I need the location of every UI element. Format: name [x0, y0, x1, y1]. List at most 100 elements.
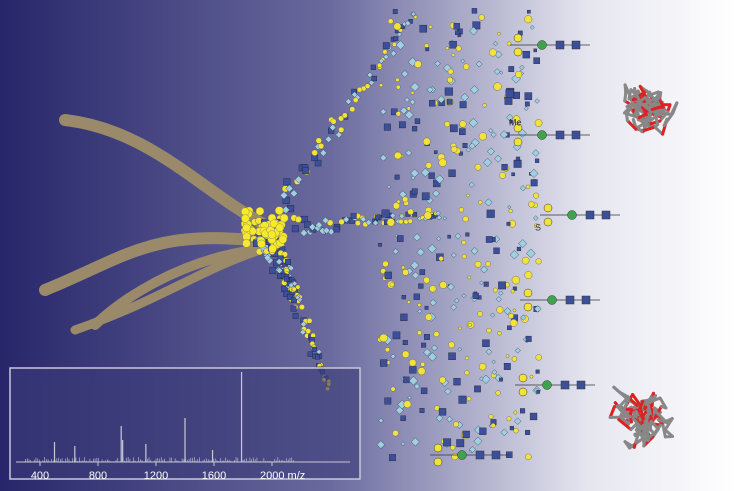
glyph-diamond — [526, 248, 536, 259]
glyph-diamond — [490, 312, 496, 318]
glyph-circle — [379, 83, 383, 88]
glycan-swarm — [240, 8, 543, 462]
glyph-diamond — [315, 221, 323, 229]
glyph-diamond — [408, 376, 419, 386]
glyph-circle — [392, 429, 399, 437]
glyph-diamond — [359, 216, 367, 223]
glyph-circle — [478, 362, 487, 371]
glyph-diamond — [442, 216, 447, 221]
glyph-diamond — [429, 299, 437, 307]
glyph-square — [453, 23, 460, 30]
glyph-square — [456, 439, 465, 448]
glyph-circle — [508, 208, 513, 214]
glyph-circle — [241, 214, 250, 223]
glyph-square — [400, 313, 408, 321]
bond — [623, 111, 641, 120]
glyph-circle — [439, 281, 447, 289]
glyph-square — [371, 75, 377, 82]
glyph-circle — [451, 453, 459, 461]
glyph-square — [511, 172, 515, 177]
glyph-diamond — [390, 353, 396, 360]
bond — [653, 112, 660, 127]
sugar — [433, 457, 443, 467]
glyph-square — [515, 156, 521, 161]
glyph-circle — [428, 25, 433, 29]
glyph-square — [505, 89, 514, 98]
glyph-diamond — [473, 436, 483, 446]
glyph-circle — [478, 14, 485, 21]
glyph-circle — [425, 162, 432, 169]
glyph-circle — [291, 286, 297, 292]
glyph-circle — [398, 219, 404, 225]
glyph-circle — [406, 106, 411, 111]
spectrum-peaks — [25, 372, 294, 462]
glyph-square — [485, 236, 493, 243]
glyph-square — [394, 174, 400, 180]
glyph-diamond — [386, 184, 392, 189]
glyph-circle — [268, 244, 277, 253]
glyph-diamond — [378, 58, 385, 64]
glyph-circle — [269, 219, 279, 228]
glyph-diamond — [376, 440, 386, 449]
glyph-circle — [326, 219, 334, 226]
glyph-square — [459, 101, 467, 109]
glyph-square — [283, 178, 291, 186]
glyph-diamond — [479, 376, 484, 382]
glyph-diamond — [399, 106, 408, 115]
glyph-square — [428, 172, 435, 179]
glyph-diamond — [389, 212, 396, 219]
glyph-circle — [387, 18, 394, 25]
glyph-square — [533, 57, 540, 64]
glyph-diamond — [324, 135, 333, 143]
glyph-square — [380, 359, 388, 367]
glyph-circle — [255, 206, 265, 216]
glyph-circle — [488, 48, 497, 57]
glyph-square — [425, 47, 430, 52]
glyph-square — [524, 101, 530, 107]
glyph-square — [483, 281, 489, 287]
glyph-diamond — [395, 40, 406, 50]
glyph-square — [283, 276, 290, 282]
x-tick-label: 1600 — [202, 470, 226, 482]
glyph-square — [493, 247, 500, 254]
x-tick-label: 400 — [31, 470, 49, 482]
glyph-circle — [459, 120, 467, 128]
glyph-diamond — [483, 157, 493, 167]
glyph-circle — [311, 149, 318, 156]
glyph-square — [403, 376, 410, 384]
bond — [641, 114, 650, 127]
glyph-square — [525, 335, 532, 342]
glyph-diamond — [405, 149, 412, 157]
glyph-diamond — [466, 147, 471, 153]
glyph-diamond — [499, 130, 509, 139]
glyph-diamond — [451, 252, 457, 258]
glyph-circle — [467, 322, 472, 328]
glyph-square — [472, 292, 479, 299]
glyph-circle — [407, 218, 413, 224]
bond — [658, 110, 670, 123]
glyph-circle — [439, 376, 446, 384]
glyph-square — [465, 232, 470, 237]
bond — [608, 405, 616, 419]
glyph-circle — [401, 265, 406, 270]
glyph-diamond — [404, 20, 411, 27]
glyph-circle — [533, 192, 540, 199]
glyph-circle — [446, 76, 454, 83]
glyph-diamond — [454, 232, 462, 240]
glyph-circle — [364, 83, 371, 89]
glyph-circle — [482, 103, 487, 108]
glyph-square — [479, 427, 487, 435]
glyph-diamond — [378, 417, 384, 424]
glyph-diamond — [287, 264, 295, 272]
glyph-circle — [465, 356, 470, 361]
glyph-diamond — [342, 215, 350, 223]
glyph-circle — [490, 423, 496, 428]
sugar — [576, 380, 586, 390]
bond — [617, 418, 633, 432]
glyph-square — [302, 167, 309, 174]
glyph-square — [383, 123, 391, 131]
glyph-square — [506, 221, 511, 226]
glyph-diamond — [534, 305, 542, 313]
glyph-square — [382, 42, 390, 50]
glyph-square — [472, 21, 481, 30]
